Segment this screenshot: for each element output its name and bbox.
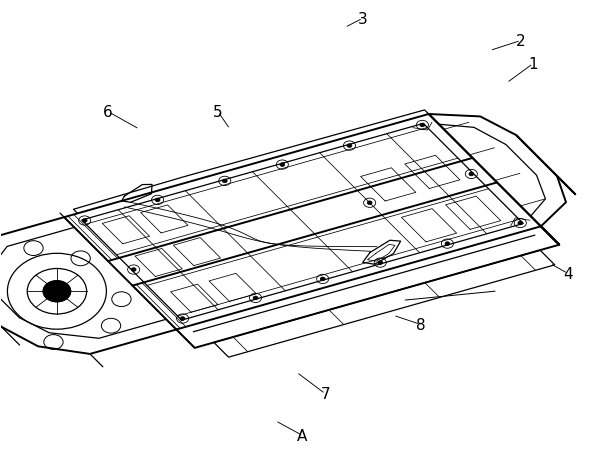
Text: 6: 6	[103, 105, 113, 120]
Circle shape	[420, 124, 425, 127]
Circle shape	[253, 296, 258, 300]
Text: 8: 8	[416, 317, 426, 332]
Circle shape	[280, 163, 285, 167]
Circle shape	[518, 222, 523, 225]
Text: 5: 5	[213, 105, 223, 120]
Circle shape	[180, 317, 185, 321]
Circle shape	[131, 268, 136, 272]
Text: 2: 2	[516, 34, 526, 49]
Circle shape	[82, 219, 87, 223]
Circle shape	[320, 277, 325, 281]
Circle shape	[445, 242, 450, 246]
Text: 7: 7	[321, 387, 330, 401]
Text: A: A	[297, 428, 308, 443]
Circle shape	[378, 261, 382, 265]
Circle shape	[469, 173, 474, 176]
Text: 1: 1	[528, 57, 538, 72]
Circle shape	[367, 201, 372, 205]
Circle shape	[155, 199, 160, 202]
Text: 3: 3	[358, 12, 368, 27]
Circle shape	[347, 144, 352, 148]
Text: 4: 4	[563, 267, 573, 282]
Circle shape	[43, 281, 71, 302]
Circle shape	[223, 180, 227, 183]
